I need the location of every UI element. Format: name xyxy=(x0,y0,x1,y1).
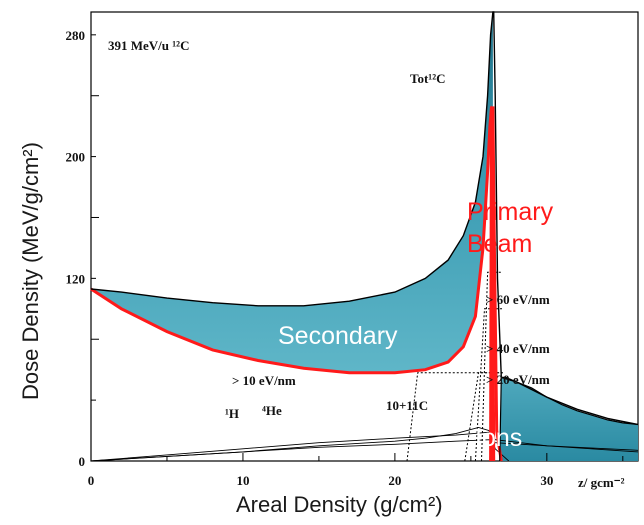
threshold-label-20: > 20 eV/nm xyxy=(486,372,550,387)
x-axis-title: Areal Density (g/cm²) xyxy=(236,492,443,517)
threshold-label-10: > 10 eV/nm xyxy=(232,373,296,388)
y-tick-label: 120 xyxy=(66,271,86,286)
secondary-label: Secondary xyxy=(278,322,398,350)
x-axis-ticks: 0 10 20 30 xyxy=(88,453,624,488)
primary-beam-peak xyxy=(489,104,496,462)
plot-frame xyxy=(90,11,639,462)
c-label: 10+11C xyxy=(386,398,428,413)
primary-label-line1: Primary xyxy=(467,198,554,226)
threshold-line-0 xyxy=(406,372,503,462)
threshold-line-3 xyxy=(481,271,503,462)
x-tick-label: 30 xyxy=(540,473,553,488)
ions-line xyxy=(499,376,639,462)
fragment-line-1 xyxy=(90,431,639,462)
y-tick-label: 0 xyxy=(79,454,86,469)
threshold-label-40: > 40 eV/nm xyxy=(486,341,550,356)
chart-title: 391 MeV/u ¹²C xyxy=(108,38,189,53)
x-tick-label: 10 xyxy=(236,473,249,488)
primary-beam-line xyxy=(90,106,503,462)
threshold-label-60: > 60 eV/nm xyxy=(486,292,550,307)
secondary-dose-area xyxy=(91,12,493,373)
x-tick-label: 20 xyxy=(388,473,401,488)
y-axis-title: Dose Density (MeV/g/cm²) xyxy=(18,142,43,400)
he-label: ⁴He xyxy=(262,403,282,418)
h-label: ¹H xyxy=(225,406,239,421)
primary-label-line2: Beam xyxy=(467,230,532,258)
y-axis-ticks: 0 120 200 280 xyxy=(66,28,99,469)
x-tick-label: 0 xyxy=(88,473,95,488)
ions-dose-area xyxy=(499,377,638,461)
ions-label: Ions xyxy=(475,424,522,452)
threshold-line-2 xyxy=(474,308,503,462)
y-tick-label: 200 xyxy=(66,150,86,165)
total-label: Tot¹²C xyxy=(410,71,446,86)
x-unit-label: z/ gcm⁻² xyxy=(578,475,625,490)
y-tick-label: 280 xyxy=(66,28,86,43)
